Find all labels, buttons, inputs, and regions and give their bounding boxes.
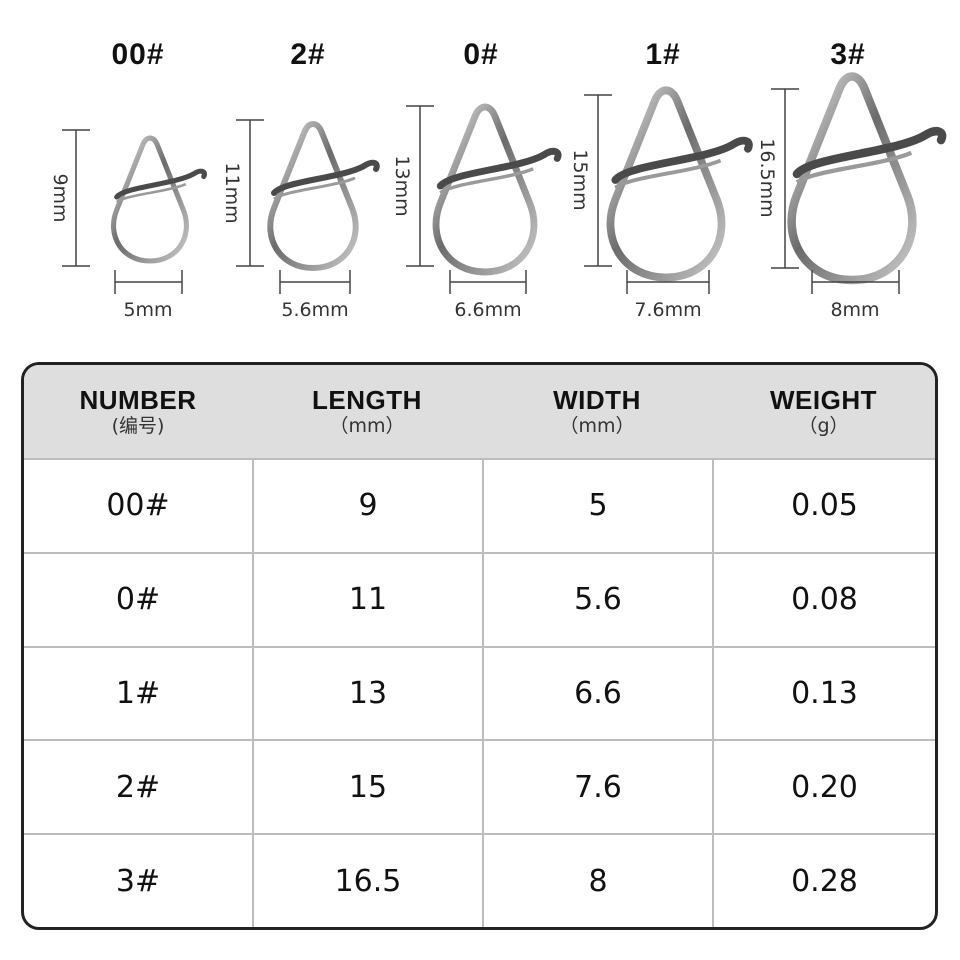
snaps-drawing: 9mm 5mm 11mm 5.6mm 13mm 6.6mm 15mm xyxy=(49,0,960,321)
cell-length: 16.5 xyxy=(252,833,482,927)
header-weight: WEIGHT （g） xyxy=(712,365,935,458)
header-weight-label: WEIGHT xyxy=(770,384,877,415)
cell-length: 15 xyxy=(252,739,482,834)
snap-image-0 xyxy=(436,107,558,272)
header-length-unit: （mm） xyxy=(329,414,405,437)
cell-weight: 0.05 xyxy=(712,458,935,552)
cell-width: 5 xyxy=(482,458,712,552)
width-label-2: 5.6mm xyxy=(281,299,348,321)
length-label-00: 9mm xyxy=(49,173,71,222)
cell-weight: 0.28 xyxy=(712,833,935,927)
snap-image-2 xyxy=(270,124,377,268)
header-number-label: NUMBER xyxy=(79,384,197,415)
snap-image-3 xyxy=(792,76,943,280)
length-label-3: 16.5mm xyxy=(756,138,778,217)
header-length: LENGTH （mm） xyxy=(252,365,482,458)
cell-length: 9 xyxy=(252,458,482,552)
header-width-label: WIDTH xyxy=(553,384,641,415)
size-label-1: 1# xyxy=(645,38,681,71)
snap-image-1 xyxy=(610,90,748,277)
cell-number: 1# xyxy=(24,645,252,740)
cell-width: 6.6 xyxy=(482,645,712,740)
cell-number: 3# xyxy=(24,833,252,927)
cell-width: 8 xyxy=(482,833,712,927)
cell-number: 0# xyxy=(24,551,252,646)
snap-image-00 xyxy=(114,138,205,261)
length-label-0: 13mm xyxy=(391,155,413,216)
size-label-0: 0# xyxy=(463,38,499,71)
header-width-unit: （mm） xyxy=(559,414,635,437)
cell-number: 2# xyxy=(24,739,252,833)
cell-weight: 0.20 xyxy=(712,739,935,834)
header-number-sub: (编号) xyxy=(111,414,165,437)
cell-weight: 0.08 xyxy=(712,551,935,646)
cell-length: 11 xyxy=(252,551,482,646)
length-label-1: 15mm xyxy=(569,149,591,210)
width-label-1: 7.6mm xyxy=(634,299,701,321)
cell-number: 00# xyxy=(24,458,252,552)
cell-width: 7.6 xyxy=(482,739,712,834)
cell-width: 5.6 xyxy=(482,551,712,646)
width-label-0: 6.6mm xyxy=(454,299,521,321)
size-label-3: 3# xyxy=(830,38,866,71)
spec-table: NUMBER (编号) LENGTH （mm） WIDTH （mm） WEIGH… xyxy=(21,362,938,930)
size-label-2: 2# xyxy=(290,38,326,71)
width-label-3: 8mm xyxy=(830,299,879,321)
snap-size-diagram: 00# 2# 0# 1# 3# 9mm 5mm xyxy=(0,0,960,340)
cell-length: 13 xyxy=(252,645,482,740)
size-label-00: 00# xyxy=(111,38,165,71)
header-width: WIDTH （mm） xyxy=(482,365,712,458)
width-label-00: 5mm xyxy=(123,299,172,321)
length-label-2: 11mm xyxy=(221,162,243,223)
header-weight-unit: （g） xyxy=(798,414,849,437)
header-length-label: LENGTH xyxy=(312,384,422,415)
cell-weight: 0.13 xyxy=(712,645,935,740)
header-number: NUMBER (编号) xyxy=(24,365,252,458)
